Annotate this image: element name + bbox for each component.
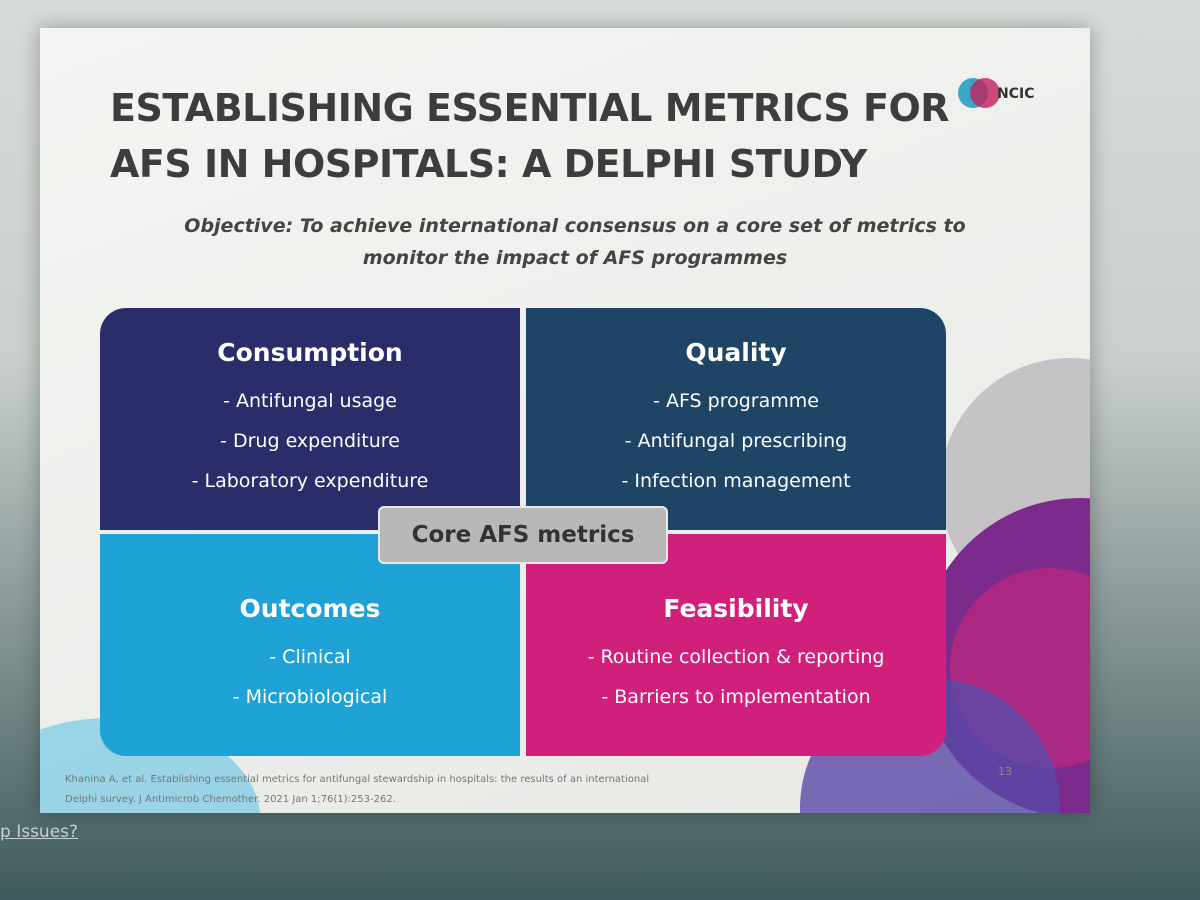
quadrant-title: Consumption <box>217 338 403 367</box>
objective-label: Objective: <box>184 215 294 237</box>
slide: ESTABLISHING ESSENTIAL METRICS FOR AFS I… <box>40 28 1090 813</box>
quadrant: Outcomes - Clinical - Microbiological <box>100 534 520 756</box>
center-label: Core AFS metrics <box>378 506 668 564</box>
quadrant-item: - Antifungal usage <box>223 390 397 412</box>
citation-line: Khanina A, et al. Establishing essential… <box>65 774 650 785</box>
quadrant-item: - Barriers to implementation <box>601 686 871 708</box>
objective-line: monitor the impact of AFS programmes <box>362 247 788 269</box>
quadrant-item: - Infection management <box>621 470 851 492</box>
citation: Khanina A, et al. Establishing essential… <box>65 770 649 810</box>
quadrant-item: - Routine collection & reporting <box>587 646 885 668</box>
citation-line: Delphi survey. J Antimicrob Chemother. 2… <box>65 794 396 805</box>
title-line: ESTABLISHING ESSENTIAL METRICS FOR <box>110 86 950 130</box>
objective-text: To achieve international consensus on a … <box>299 215 966 237</box>
quadrant: Feasibility - Routine collection & repor… <box>526 534 946 756</box>
quadrant-item: - Drug expenditure <box>220 430 400 452</box>
logo: NCIC <box>997 86 1035 102</box>
link-text[interactable]: p Issues? <box>0 822 79 842</box>
objective: Objective: To achieve international cons… <box>100 210 1050 274</box>
title-line: AFS IN HOSPITALS: A DELPHI STUDY <box>110 142 867 186</box>
quadrant-title: Quality <box>685 338 787 367</box>
quadrant-item: - Laboratory expenditure <box>191 470 429 492</box>
logo-mark <box>970 78 1000 108</box>
page-number: 13 <box>998 765 1012 778</box>
slide-title: ESTABLISHING ESSENTIAL METRICS FOR AFS I… <box>110 80 950 192</box>
quadrant: Quality - AFS programme - Antifungal pre… <box>526 308 946 530</box>
objective-line: Objective: To achieve international cons… <box>100 210 1050 242</box>
quadrant-title: Feasibility <box>663 594 809 623</box>
quadrant-item: - Antifungal prescribing <box>624 430 848 452</box>
quadrant: Consumption - Antifungal usage - Drug ex… <box>100 308 520 530</box>
quadrant-item: - Clinical <box>269 646 351 668</box>
quadrant-item: - AFS programme <box>653 390 819 412</box>
quadrant-title: Outcomes <box>239 594 381 623</box>
quadrant-item: - Microbiological <box>232 686 388 708</box>
